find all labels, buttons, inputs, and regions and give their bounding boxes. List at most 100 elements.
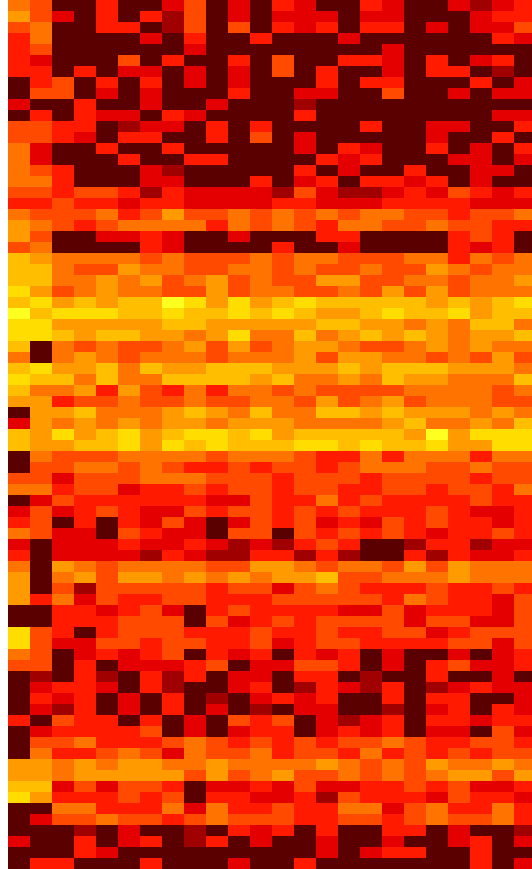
heatmap-cell: [184, 770, 206, 781]
heatmap-cell: [162, 165, 184, 176]
heatmap-cell: [316, 198, 338, 209]
heatmap-cell: [426, 0, 448, 11]
heatmap-cell: [206, 363, 228, 374]
heatmap-cell: [338, 737, 360, 748]
heatmap-cell: [360, 704, 382, 715]
heatmap-cell: [404, 495, 426, 506]
heatmap-cell: [316, 22, 338, 33]
heatmap-cell: [316, 682, 338, 693]
heatmap-cell: [140, 539, 162, 550]
heatmap-cell: [338, 572, 360, 583]
heatmap-cell: [470, 22, 492, 33]
heatmap-cell: [382, 704, 404, 715]
heatmap-cell: [140, 209, 162, 220]
heatmap-cell: [140, 847, 162, 858]
heatmap-cell: [140, 363, 162, 374]
heatmap-cell: [448, 374, 470, 385]
heatmap-cell: [30, 825, 52, 836]
heatmap-cell: [448, 594, 470, 605]
heatmap-cell: [118, 308, 140, 319]
heatmap-cell: [360, 418, 382, 429]
heatmap-cell: [294, 418, 316, 429]
heatmap-cell: [470, 352, 492, 363]
heatmap-cell: [206, 55, 228, 66]
heatmap-cell: [448, 462, 470, 473]
heatmap-cell: [404, 737, 426, 748]
heatmap-cell: [118, 297, 140, 308]
heatmap-cell: [382, 187, 404, 198]
heatmap-cell: [448, 209, 470, 220]
heatmap-cell: [52, 407, 74, 418]
heatmap-cell: [96, 759, 118, 770]
heatmap-cell: [448, 99, 470, 110]
heatmap-cell: [8, 594, 30, 605]
heatmap-cell: [52, 242, 74, 253]
heatmap-cell: [294, 88, 316, 99]
heatmap-cell: [404, 0, 426, 11]
heatmap-cell: [404, 726, 426, 737]
heatmap-cell: [492, 704, 514, 715]
heatmap-cell: [492, 715, 514, 726]
heatmap-cell: [316, 561, 338, 572]
heatmap-cell: [8, 451, 30, 462]
heatmap-cell: [118, 737, 140, 748]
heatmap-cell: [470, 825, 492, 836]
heatmap-cell: [360, 385, 382, 396]
heatmap-cell: [206, 561, 228, 572]
heatmap-cell: [272, 33, 294, 44]
heatmap-cell: [30, 429, 52, 440]
heatmap-cell: [382, 473, 404, 484]
heatmap-cell: [404, 462, 426, 473]
heatmap-cell: [74, 583, 96, 594]
heatmap-cell: [118, 473, 140, 484]
heatmap-cell: [338, 638, 360, 649]
heatmap-cell: [382, 539, 404, 550]
heatmap-cell: [30, 77, 52, 88]
heatmap-cell: [514, 396, 532, 407]
heatmap-cell: [228, 407, 250, 418]
heatmap-cell: [404, 616, 426, 627]
heatmap-cell: [360, 748, 382, 759]
heatmap-cell: [338, 0, 360, 11]
heatmap-cell: [470, 473, 492, 484]
heatmap-cell: [426, 506, 448, 517]
heatmap-cell: [338, 11, 360, 22]
heatmap-cell: [360, 473, 382, 484]
heatmap-cell: [492, 44, 514, 55]
heatmap-cell: [404, 539, 426, 550]
heatmap-cell: [206, 66, 228, 77]
heatmap-cell: [162, 781, 184, 792]
heatmap-cell: [162, 341, 184, 352]
heatmap-cell: [294, 253, 316, 264]
heatmap-cell: [250, 99, 272, 110]
heatmap-cell: [294, 704, 316, 715]
heatmap-cell: [52, 517, 74, 528]
heatmap-cell: [404, 517, 426, 528]
heatmap-cell: [470, 275, 492, 286]
heatmap-cell: [470, 660, 492, 671]
heatmap-cell: [96, 154, 118, 165]
heatmap-cell: [52, 660, 74, 671]
heatmap-cell: [162, 440, 184, 451]
heatmap-cell: [228, 110, 250, 121]
heatmap-cell: [272, 198, 294, 209]
heatmap-cell: [382, 748, 404, 759]
heatmap-cell: [250, 726, 272, 737]
heatmap-cell: [338, 836, 360, 847]
heatmap-cell: [448, 528, 470, 539]
heatmap-cell: [8, 352, 30, 363]
heatmap-cell: [8, 473, 30, 484]
heatmap-cell: [426, 165, 448, 176]
heatmap-cell: [118, 792, 140, 803]
heatmap-cell: [382, 803, 404, 814]
heatmap-cell: [162, 759, 184, 770]
heatmap-cell: [228, 616, 250, 627]
heatmap-cell: [360, 0, 382, 11]
heatmap-cell: [8, 66, 30, 77]
heatmap-cell: [294, 781, 316, 792]
heatmap-cell: [338, 792, 360, 803]
heatmap-cell: [316, 374, 338, 385]
heatmap-cell: [184, 704, 206, 715]
heatmap-cell: [426, 517, 448, 528]
heatmap-cell: [448, 143, 470, 154]
